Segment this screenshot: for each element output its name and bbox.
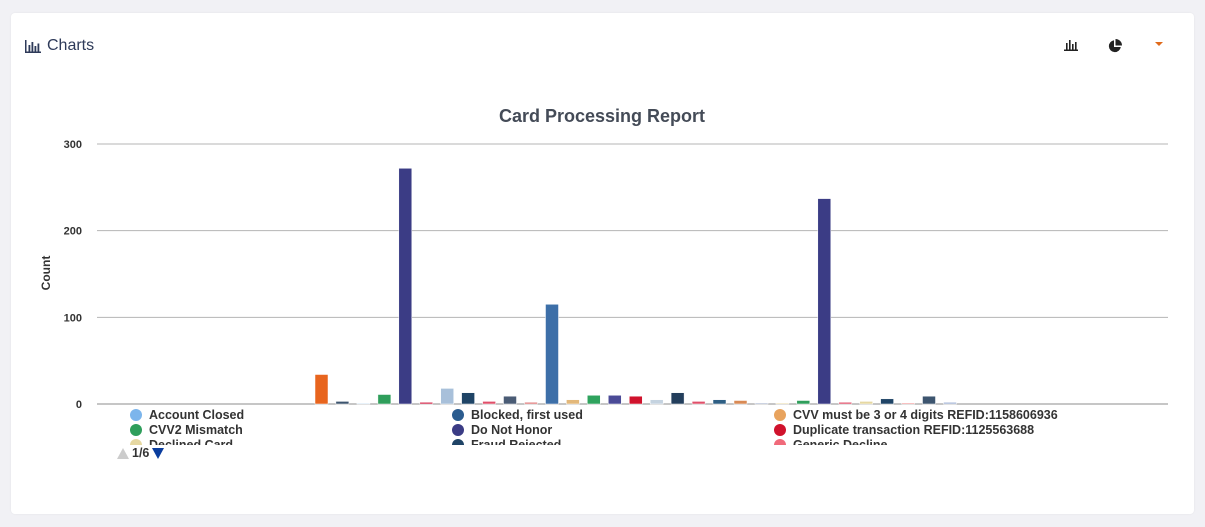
card-header: Charts bbox=[25, 37, 94, 55]
legend-label: Duplicate transaction REFID:1125563688 bbox=[793, 422, 1035, 437]
bar[interactable] bbox=[419, 402, 434, 405]
bar[interactable] bbox=[817, 198, 832, 405]
bar[interactable] bbox=[461, 392, 475, 405]
bar[interactable] bbox=[670, 392, 685, 405]
legend-pager: 1/6 bbox=[117, 446, 165, 460]
card-title: Charts bbox=[47, 37, 95, 54]
bar[interactable] bbox=[482, 401, 496, 405]
bar[interactable] bbox=[796, 400, 811, 405]
bar[interactable] bbox=[838, 402, 853, 405]
legend-item[interactable]: Account Closed bbox=[130, 407, 244, 422]
legend-item[interactable]: Generic Decline bbox=[774, 437, 888, 445]
pie-chart-icon[interactable] bbox=[1108, 39, 1124, 55]
legend-label: CVV2 Mismatch bbox=[149, 422, 243, 437]
legend-down-arrow-icon[interactable] bbox=[152, 447, 165, 459]
legend-page-indicator: 1/6 bbox=[132, 446, 150, 460]
chart-legend: Account Closed Blocked, first used CVV mus… bbox=[118, 407, 1118, 445]
bar[interactable] bbox=[733, 400, 748, 405]
bar-chart-icon bbox=[25, 39, 41, 53]
bar[interactable] bbox=[608, 395, 622, 405]
legend-marker-icon bbox=[774, 408, 786, 421]
bar[interactable] bbox=[545, 304, 559, 405]
legend-marker-icon bbox=[130, 423, 142, 436]
chart-toolbar bbox=[1054, 39, 1194, 57]
legend-label: Generic Decline bbox=[793, 437, 888, 446]
bar[interactable] bbox=[503, 395, 517, 405]
y-tick-label: 300 bbox=[64, 139, 82, 151]
legend-label: Declined Card bbox=[149, 437, 234, 446]
legend-marker-icon bbox=[774, 438, 786, 445]
legend-item[interactable]: Duplicate transaction REFID:1125563688 bbox=[774, 422, 1034, 437]
bar[interactable] bbox=[901, 402, 915, 405]
bar-chart-icon[interactable] bbox=[1064, 39, 1080, 55]
legend-label: Do Not Honor bbox=[471, 422, 553, 437]
bar[interactable] bbox=[398, 168, 413, 405]
bar[interactable] bbox=[775, 402, 790, 405]
legend-item[interactable]: Do Not Honor bbox=[452, 422, 552, 437]
bar[interactable] bbox=[314, 374, 329, 405]
bar[interactable] bbox=[629, 395, 643, 405]
bar[interactable] bbox=[754, 402, 769, 405]
legend-label: Fraud Rejected bbox=[471, 437, 562, 446]
bar[interactable] bbox=[440, 388, 454, 405]
legend-item[interactable]: Blocked, first used bbox=[452, 407, 583, 422]
legend-label: CVV must be 3 or 4 digits REFID:11586069… bbox=[793, 407, 1058, 422]
legend-up-arrow-icon[interactable] bbox=[117, 447, 129, 459]
bar[interactable] bbox=[524, 402, 538, 405]
bar[interactable] bbox=[587, 395, 601, 405]
bar[interactable] bbox=[335, 401, 350, 405]
legend-marker-icon bbox=[774, 423, 786, 436]
y-tick-label: 100 bbox=[64, 312, 82, 324]
legend-label: Blocked, first used bbox=[471, 407, 583, 422]
bar[interactable] bbox=[377, 394, 392, 405]
bar[interactable] bbox=[880, 398, 894, 405]
bar[interactable] bbox=[649, 399, 664, 405]
y-axis-label: Count bbox=[39, 256, 53, 291]
bar[interactable] bbox=[356, 402, 371, 405]
charts-card: Charts bbox=[11, 13, 1194, 514]
legend-marker-icon bbox=[130, 408, 142, 421]
bar[interactable] bbox=[691, 401, 706, 405]
bar[interactable] bbox=[922, 395, 936, 405]
bar[interactable] bbox=[943, 402, 957, 405]
chart-title: Card Processing Report bbox=[499, 106, 705, 126]
legend-label: Account Closed bbox=[149, 407, 245, 422]
legend-item[interactable]: CVV2 Mismatch bbox=[130, 422, 243, 437]
y-tick-label: 200 bbox=[64, 226, 82, 238]
y-tick-label: 0 bbox=[76, 399, 82, 411]
legend-marker-icon bbox=[452, 408, 464, 421]
legend-item[interactable]: CVV must be 3 or 4 digits REFID:11586069… bbox=[774, 407, 1058, 422]
legend-marker-icon bbox=[452, 423, 464, 436]
caret-down-icon[interactable] bbox=[1154, 39, 1170, 55]
legend-marker-icon bbox=[452, 438, 464, 445]
bar[interactable] bbox=[859, 401, 873, 405]
legend-item[interactable]: Declined Card bbox=[130, 437, 233, 445]
legend-item[interactable]: Fraud Rejected bbox=[452, 437, 561, 445]
bar[interactable] bbox=[712, 399, 727, 405]
bar[interactable] bbox=[566, 399, 580, 405]
legend-marker-icon bbox=[130, 438, 142, 445]
